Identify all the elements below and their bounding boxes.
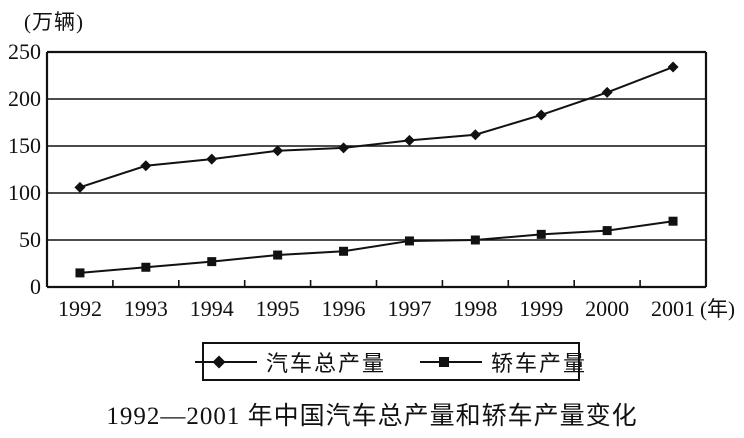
y-axis-unit-label: (万辆) — [24, 10, 84, 34]
data-point-square — [141, 262, 151, 272]
y-tick-label-250: 250 — [8, 39, 41, 64]
data-point-diamond — [140, 160, 152, 172]
y-tick-label-0: 0 — [30, 274, 41, 299]
data-point-diamond — [272, 145, 284, 157]
data-point-diamond — [601, 86, 613, 98]
y-tick-label-150: 150 — [8, 133, 41, 158]
x-tick-label-1993: 1993 — [124, 296, 168, 321]
data-point-square — [404, 236, 414, 246]
data-point-diamond — [74, 181, 86, 193]
x-axis-unit-label: (年) — [700, 297, 735, 321]
data-point-square — [536, 229, 546, 239]
x-tick-label-1999: 1999 — [519, 296, 563, 321]
data-point-diamond — [535, 109, 547, 121]
data-point-square — [273, 250, 283, 260]
data-point-diamond — [403, 134, 415, 146]
y-tick-label-50: 50 — [19, 227, 41, 252]
x-tick-label-1995: 1995 — [256, 296, 300, 321]
legend: 汽车总产量 轿车产量 — [194, 342, 585, 381]
legend-label-sedan-production: 轿车产量 — [491, 350, 588, 376]
data-point-square — [602, 226, 612, 236]
x-tick-label-1996: 1996 — [322, 296, 366, 321]
x-tick-label-2001: 2001 — [651, 296, 695, 321]
legend-entry-sedan-production: 轿车产量 — [420, 346, 587, 378]
data-point-diamond — [206, 153, 218, 165]
data-point-square — [470, 235, 480, 245]
data-point-square — [668, 216, 678, 226]
data-point-square — [75, 268, 85, 278]
x-tick-label-1992: 1992 — [58, 296, 102, 321]
x-tick-label-1998: 1998 — [453, 296, 497, 321]
data-point-diamond — [469, 129, 481, 141]
series-line-diamond — [79, 66, 674, 189]
chart-title: 1992—2001 年中国汽车总产量和轿车产量变化 — [106, 403, 638, 430]
square-marker-icon — [420, 356, 482, 367]
data-point-square — [339, 246, 349, 256]
x-tick-label-2000: 2000 — [585, 296, 629, 321]
diamond-marker-icon — [194, 355, 257, 368]
data-point-diamond — [667, 61, 679, 73]
legend-entry-total-production: 汽车总产量 — [194, 346, 386, 378]
y-tick-label-200: 200 — [8, 86, 41, 111]
y-tick-label-100: 100 — [8, 180, 41, 205]
legend-label-total-production: 汽车总产量 — [265, 350, 386, 376]
series-line-square — [79, 220, 674, 274]
x-tick-label-1994: 1994 — [190, 296, 234, 321]
data-point-square — [207, 257, 217, 267]
data-point-diamond — [338, 142, 350, 154]
x-tick-label-1997: 1997 — [387, 296, 431, 321]
